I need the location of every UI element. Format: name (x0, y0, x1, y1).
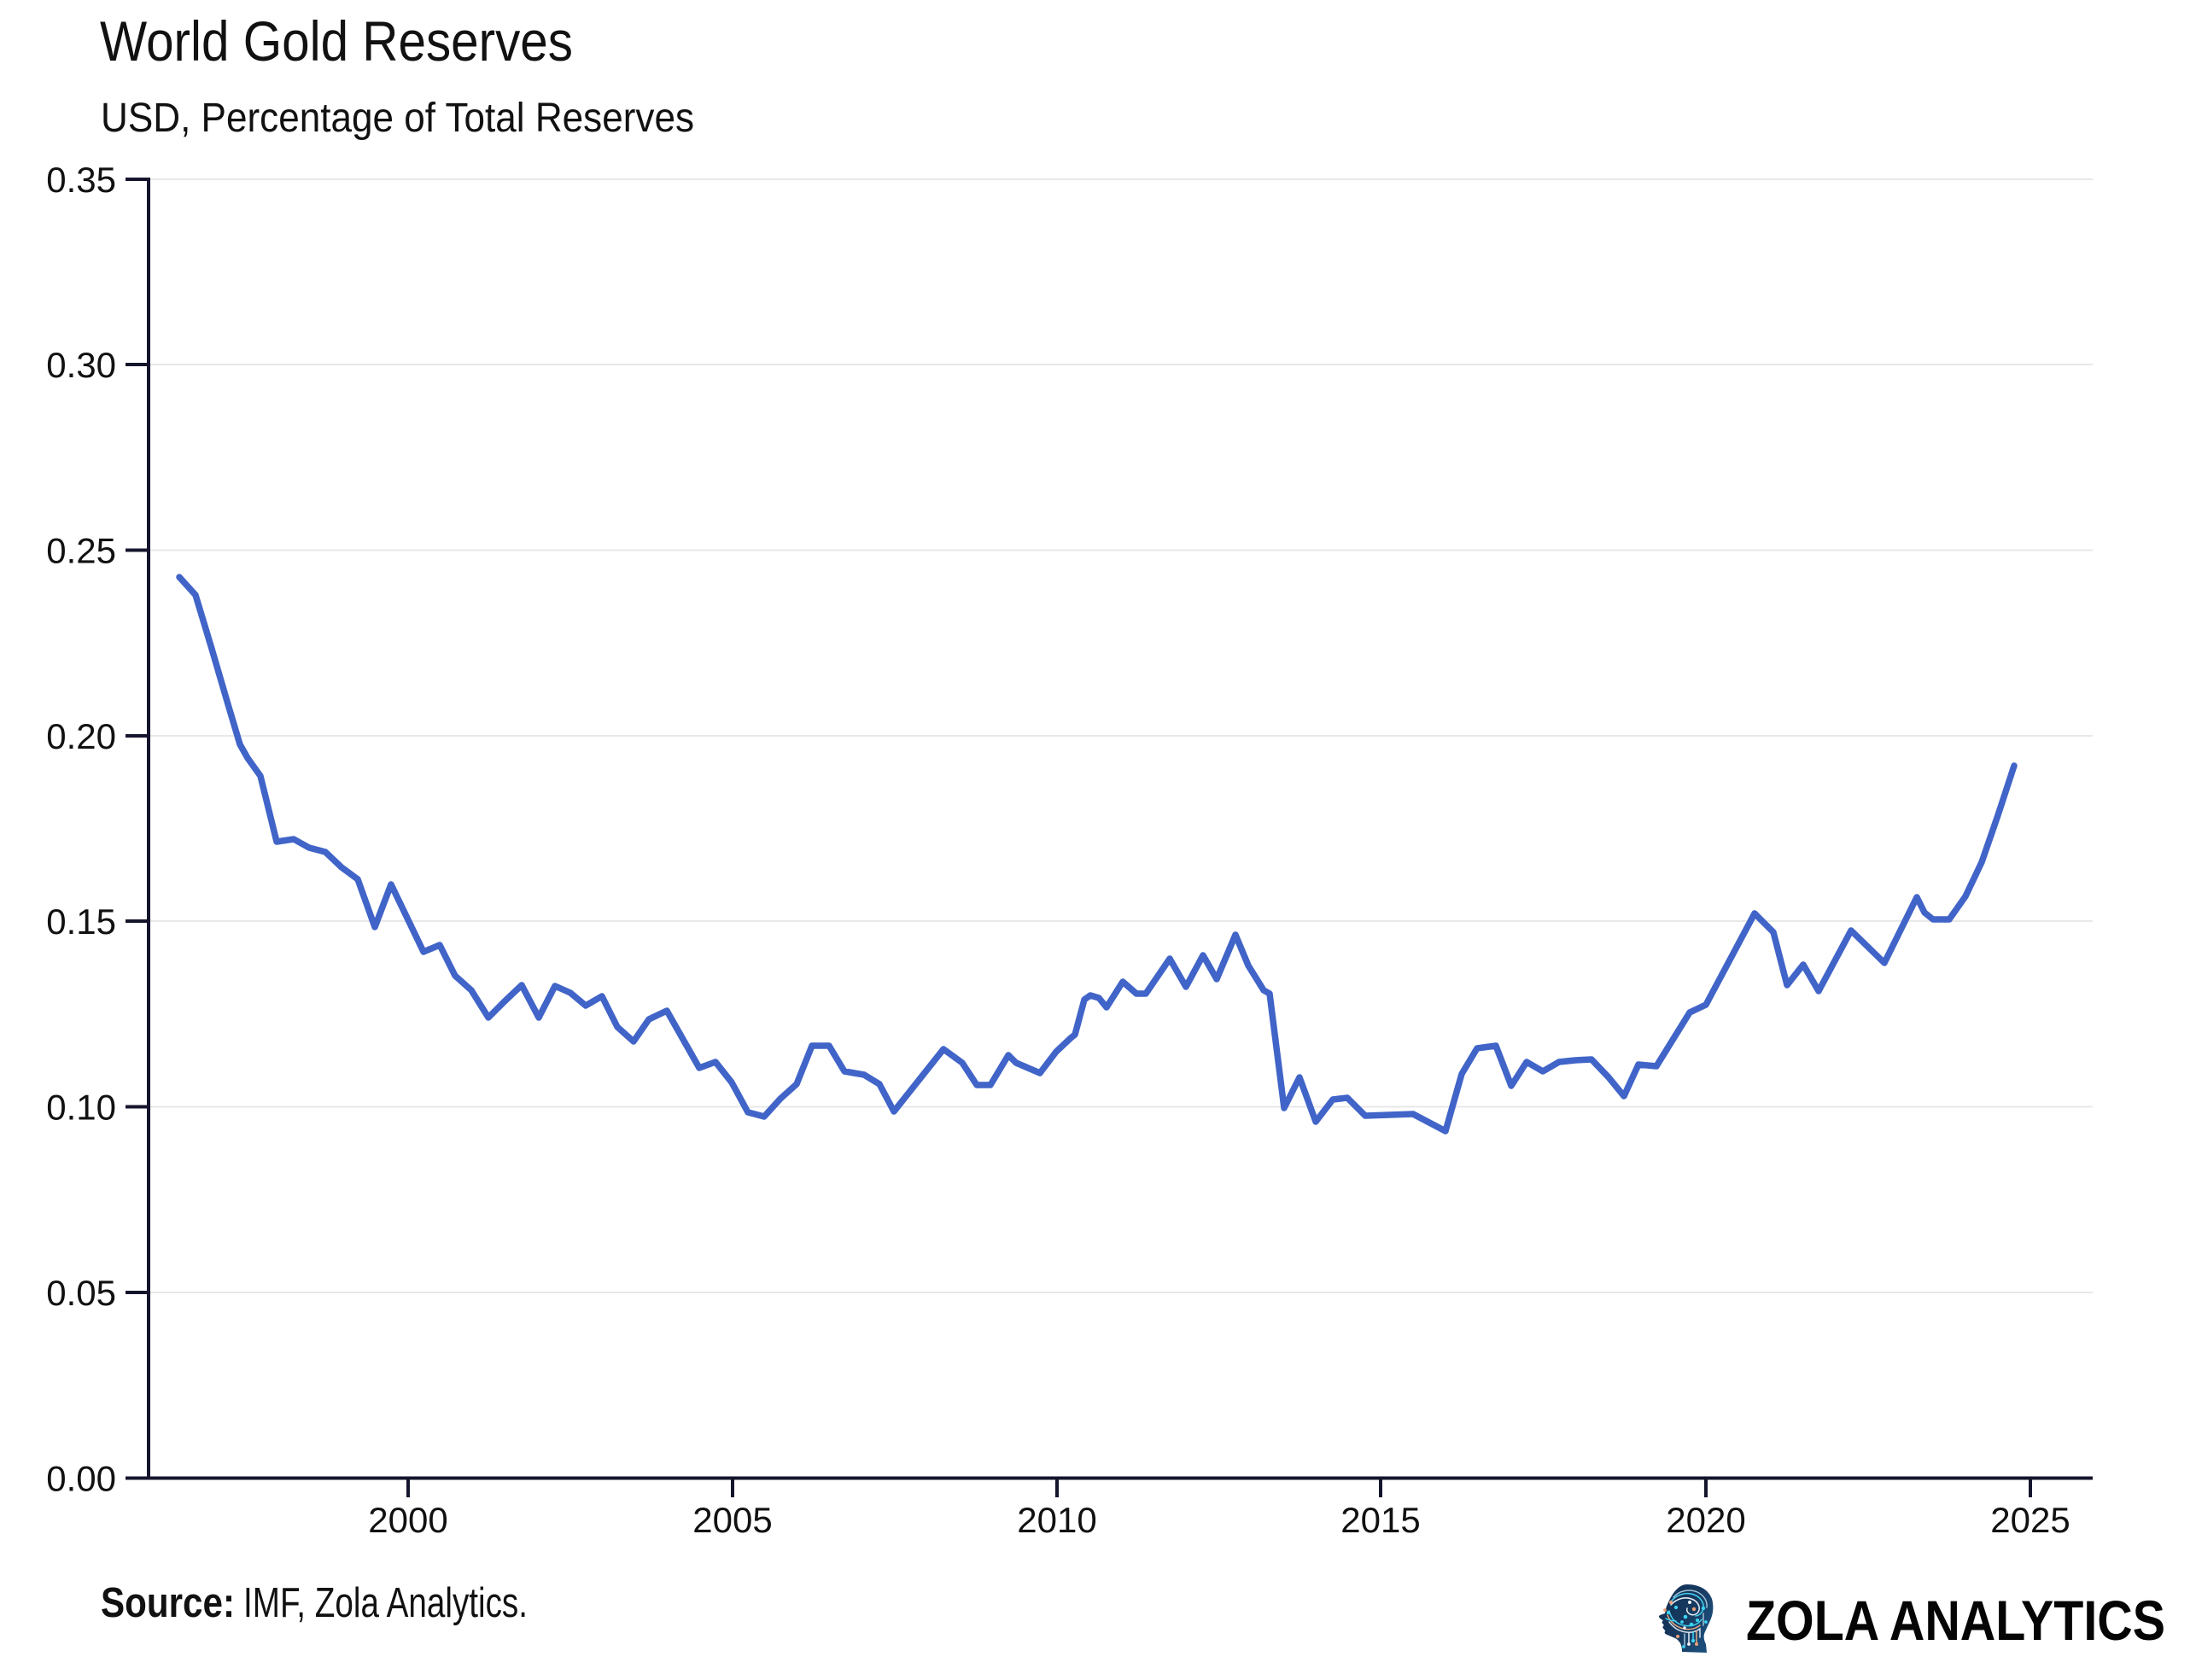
svg-text:2000: 2000 (368, 1500, 447, 1540)
svg-text:2010: 2010 (1017, 1500, 1096, 1540)
svg-text:0.30: 0.30 (46, 345, 116, 385)
svg-text:World Gold Reserves: World Gold Reserves (100, 9, 573, 73)
svg-text:2025: 2025 (1990, 1500, 2070, 1540)
svg-text:0.25: 0.25 (46, 531, 116, 571)
svg-text:2005: 2005 (692, 1500, 772, 1540)
svg-text:IMF, Zola Analytics.: IMF, Zola Analytics. (243, 1580, 528, 1626)
svg-text:0.10: 0.10 (46, 1088, 116, 1128)
svg-text:2020: 2020 (1666, 1500, 1745, 1540)
svg-text:0.05: 0.05 (46, 1273, 116, 1313)
svg-text:0.20: 0.20 (46, 716, 116, 756)
svg-text:0.00: 0.00 (46, 1459, 116, 1499)
svg-text:USD, Percentage of Total Reser: USD, Percentage of Total Reserves (101, 96, 694, 141)
svg-text:ZOLA ANALYTICS: ZOLA ANALYTICS (1746, 1589, 2165, 1652)
svg-text:Source:: Source: (101, 1580, 235, 1626)
svg-text:2015: 2015 (1340, 1500, 1420, 1540)
svg-text:0.15: 0.15 (46, 901, 116, 942)
svg-text:0.35: 0.35 (46, 160, 116, 200)
